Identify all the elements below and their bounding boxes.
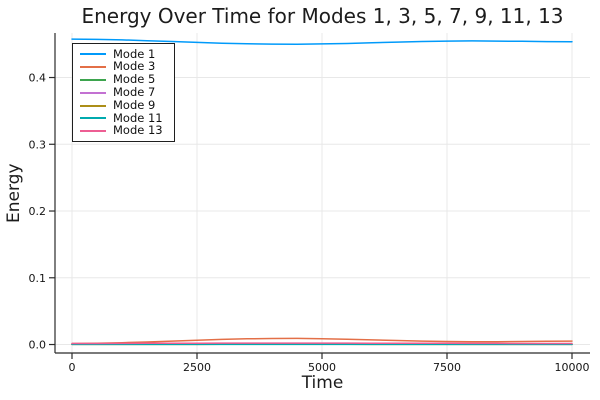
y-tick-label: 0.1	[29, 272, 47, 285]
x-tick-label: 2500	[183, 361, 211, 374]
legend-entry-label: Mode 13	[113, 123, 163, 138]
legend-line-sample	[80, 117, 106, 120]
x-tick-label: 10000	[555, 361, 590, 374]
legend-entry-mode-1: Mode 1	[80, 48, 174, 61]
legend-entry-label: Mode 5	[113, 72, 156, 87]
y-tick-label: 0.2	[29, 205, 47, 218]
legend-line-sample	[80, 130, 106, 133]
legend-line-sample	[80, 91, 106, 94]
legend-line-sample	[80, 104, 106, 107]
y-tick-label: 0.3	[29, 138, 47, 151]
legend-entry-mode-3: Mode 3	[80, 61, 174, 74]
legend-entry-mode-5: Mode 5	[80, 74, 174, 87]
legend-line-sample	[80, 66, 106, 69]
legend-entry-label: Mode 3	[113, 59, 156, 74]
legend-entry-label: Mode 11	[113, 110, 163, 125]
x-tick-label: 0	[69, 361, 76, 374]
y-axis-label: Energy	[4, 163, 24, 223]
legend-entry-label: Mode 7	[113, 85, 156, 100]
y-tick-label: 0.4	[29, 72, 47, 85]
y-tick-label: 0.0	[29, 339, 47, 352]
legend-entry-mode-11: Mode 11	[80, 112, 174, 125]
series-line-mode-3	[71, 337, 573, 345]
x-tick-label: 5000	[308, 361, 336, 374]
legend-entry-mode-13: Mode 13	[80, 125, 174, 138]
x-axis-label: Time	[301, 373, 344, 393]
chart-title: Energy Over Time for Modes 1, 3, 5, 7, 9…	[81, 4, 564, 28]
legend-entry-mode-7: Mode 7	[80, 86, 174, 99]
legend: Mode 1 Mode 3 Mode 5 Mode 7 Mode 9 Mode 11 Mod…	[72, 43, 175, 142]
legend-entry-label: Mode 1	[113, 46, 156, 61]
legend-entry-mode-9: Mode 9	[80, 99, 174, 112]
legend-line-sample	[80, 53, 106, 56]
legend-entry-label: Mode 9	[113, 97, 156, 112]
series-line-mode-1	[71, 38, 573, 45]
x-tick-label: 7500	[433, 361, 461, 374]
legend-line-sample	[80, 78, 106, 81]
